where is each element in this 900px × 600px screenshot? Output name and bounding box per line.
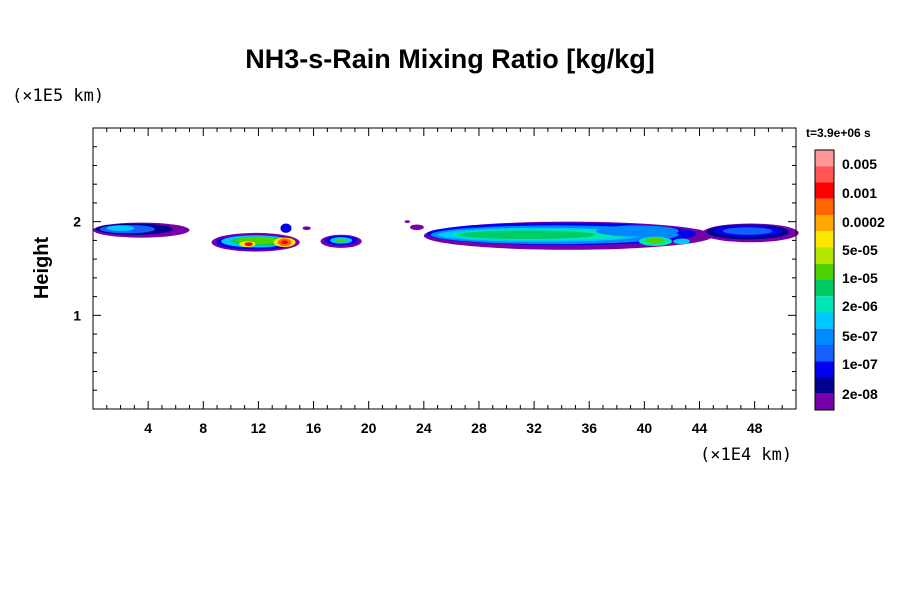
colorbar-swatch: [815, 150, 834, 167]
colorbar-label: 0.0002: [842, 214, 885, 230]
x-tick-label: 4: [144, 420, 152, 436]
colorbar-swatch: [815, 361, 834, 378]
colorbar-swatch: [815, 312, 834, 329]
x-tick-label: 32: [526, 420, 542, 436]
colorbar-swatch: [815, 377, 834, 394]
cloud-blob: [302, 226, 311, 231]
colorbar-frame: [814, 149, 835, 411]
x-tick-label: 16: [306, 420, 322, 436]
colorbar-swatch: [815, 393, 834, 410]
cloud-blob: [645, 237, 666, 244]
colorbar-swatch: [815, 166, 834, 183]
cloud-layer: [93, 220, 799, 252]
y-tick-label: 2: [73, 214, 81, 230]
colorbar: 0.005 0.001 0.0002 5e-05 1e-05 2e-06 5e-07 1e-0…: [814, 149, 885, 411]
plot-frame: [92, 127, 797, 410]
cloud-blob: [458, 230, 597, 239]
y-axis-unit: (×1E5 km): [12, 86, 104, 106]
colorbar-swatch: [815, 182, 834, 199]
colorbar-swatch: [815, 263, 834, 280]
time-label: t=3.9e+06 s: [806, 126, 871, 140]
colorbar-label: 0.001: [842, 185, 877, 201]
y-tick-label: 1: [73, 307, 81, 323]
colorbar-swatch: [815, 215, 834, 232]
colorbar-swatch: [815, 328, 834, 345]
colorbar-label: 2e-08: [842, 386, 878, 402]
cloud-blob: [722, 227, 773, 235]
colorbar-swatch: [815, 296, 834, 313]
cloud-blob: [280, 223, 292, 233]
cloud-blob: [335, 238, 347, 243]
colorbar-label: 0.005: [842, 156, 877, 172]
colorbar-label: 2e-06: [842, 298, 878, 314]
colorbar-swatch: [815, 247, 834, 264]
colorbar-label: 5e-05: [842, 242, 878, 258]
chart-title: NH3-s-Rain Mixing Ratio [kg/kg]: [245, 44, 655, 74]
colorbar-label: 5e-07: [842, 328, 878, 344]
x-tick-label: 12: [251, 420, 267, 436]
cloud-blob: [281, 240, 289, 245]
cloud-blob: [244, 242, 253, 247]
y-axis-label: Height: [31, 237, 53, 300]
x-tick-label: 20: [361, 420, 377, 436]
colorbar-swatch: [815, 280, 834, 297]
x-tick-label: 36: [581, 420, 597, 436]
x-axis-unit: (×1E4 km): [700, 445, 792, 465]
colorbar-swatch: [815, 345, 834, 362]
x-tick-label: 28: [471, 420, 487, 436]
x-tick-label: 24: [416, 420, 432, 436]
colorbar-label: 1e-05: [842, 270, 878, 286]
cloud-blob: [596, 225, 679, 237]
cloud-blob: [404, 220, 411, 224]
x-tick-label: 40: [637, 420, 653, 436]
colorbar-label: 1e-07: [842, 356, 878, 372]
cloud-blob: [673, 238, 690, 245]
x-tick-label: 8: [199, 420, 207, 436]
cloud-blob: [106, 225, 135, 232]
cloud-blob: [410, 224, 424, 231]
colorbar-swatch: [815, 231, 834, 248]
colorbar-swatch: [815, 198, 834, 215]
x-tick-label: 48: [747, 420, 763, 436]
x-tick-label: 44: [692, 420, 708, 436]
